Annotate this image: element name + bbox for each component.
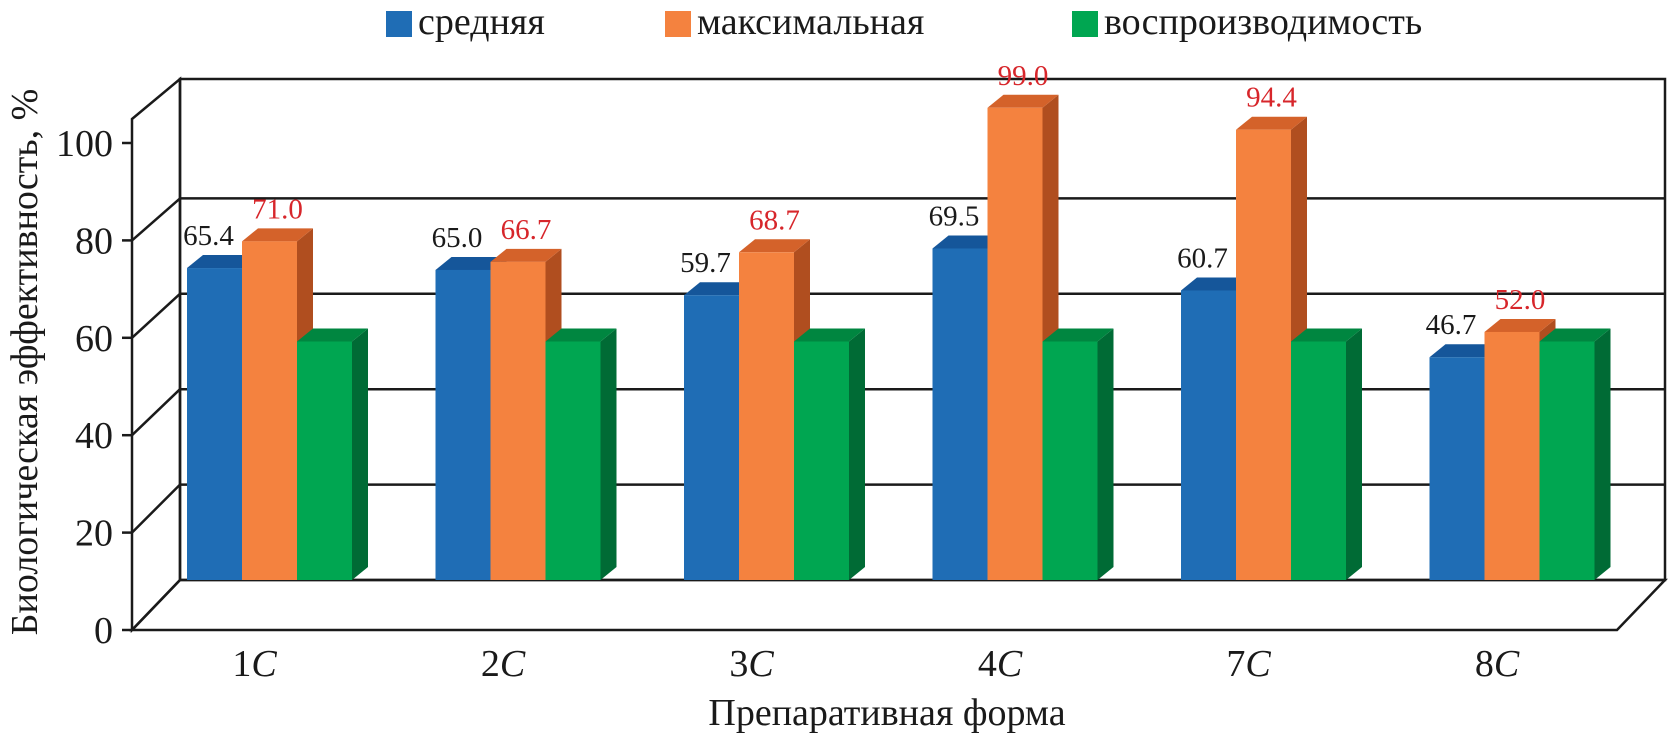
x-tick-label: 7C — [1226, 643, 1271, 685]
x-tick-label: 2C — [481, 643, 526, 685]
bar-top — [187, 255, 258, 269]
y-tick-label: 40 — [75, 415, 113, 457]
x-axis-title: Препаративная форма — [708, 692, 1065, 734]
bar-top — [1236, 116, 1307, 130]
data-label-3C-series-1: 68.7 — [749, 204, 800, 236]
bar-front — [1291, 341, 1346, 580]
bar-8C-series-2 — [1539, 328, 1611, 580]
legend-label-series-1: максимальная — [697, 1, 924, 43]
bar-2C-series-2 — [545, 328, 617, 580]
bar-front — [545, 341, 601, 580]
bar-front — [1539, 341, 1595, 580]
bar-top — [1042, 328, 1114, 342]
bar-top — [242, 228, 313, 242]
y-tick-label: 80 — [75, 220, 113, 262]
bar-side — [1097, 328, 1114, 580]
bar-top — [1484, 318, 1556, 332]
bar-top — [490, 248, 562, 262]
bar-side — [600, 328, 617, 580]
y-axis-ticks: 0 20 40 60 80 100 — [56, 123, 132, 652]
gridline-side — [131, 388, 181, 437]
bar-top — [987, 94, 1059, 108]
bars — [187, 94, 1611, 581]
data-label-1C-series-1: 71.0 — [252, 193, 303, 225]
bar-side — [352, 328, 368, 580]
data-label-8C-series-0: 46.7 — [1426, 309, 1477, 341]
bar-top — [1429, 344, 1501, 358]
bar-4C-series-2 — [1042, 328, 1114, 580]
bar-front — [187, 268, 242, 580]
bar-1C-series-2 — [297, 328, 368, 580]
bar-front — [739, 252, 794, 580]
bar-front — [684, 295, 739, 580]
bar-front — [1429, 357, 1485, 580]
legend-item-series-1: максимальная — [665, 1, 924, 43]
legend-item-series-2: воспроизводимость — [1072, 1, 1422, 43]
plot-frame — [129, 76, 1668, 634]
legend-swatch-series-0 — [386, 11, 412, 37]
bar-top — [545, 328, 617, 342]
bar-top — [1539, 328, 1611, 342]
data-label-3C-series-0: 59.7 — [680, 247, 731, 279]
bar-front — [1236, 129, 1291, 580]
bar-side — [849, 328, 865, 580]
gridline-side — [131, 483, 181, 534]
data-label-2C-series-0: 65.0 — [432, 222, 483, 254]
x-tick-label: 4C — [978, 643, 1023, 685]
y-tick-label: 60 — [75, 318, 113, 360]
left-wall — [130, 76, 182, 634]
bar-front — [1484, 331, 1540, 580]
bar-front — [242, 241, 297, 580]
bar-side — [1594, 328, 1611, 580]
bar-7C-series-2 — [1291, 328, 1362, 580]
gridline-side — [131, 197, 181, 242]
bar-front — [490, 261, 546, 580]
data-label-8C-series-1: 52.0 — [1495, 284, 1546, 316]
gridlines — [131, 197, 1665, 534]
bar-top — [739, 239, 810, 253]
bar-front — [435, 269, 491, 580]
bar-top — [1181, 277, 1252, 291]
bar-front — [1042, 341, 1098, 580]
data-labels: 65.4 71.0 65.0 66.7 59.7 68.7 69.5 99.0 60.7 94.4… — [183, 60, 1545, 341]
data-label-1C-series-0: 65.4 — [183, 220, 234, 252]
floor — [129, 578, 1668, 632]
bar-front — [794, 341, 849, 580]
legend-label-series-2: воспроизводимость — [1104, 1, 1422, 43]
x-tick-label: 1C — [232, 643, 277, 685]
x-axis-ticks: 1C 2C 3C 4C 7C 8C — [232, 643, 1520, 685]
data-label-2C-series-1: 66.7 — [501, 214, 552, 246]
legend: средняя максимальная воспроизводимость — [386, 1, 1422, 43]
bar-side — [1346, 328, 1362, 580]
bar-top — [932, 235, 1004, 249]
bar-front — [297, 341, 352, 580]
y-axis-title: Биологическая эффективность, % — [4, 89, 46, 636]
bar-3C-series-2 — [794, 328, 865, 580]
data-label-7C-series-0: 60.7 — [1177, 242, 1228, 274]
bar-top — [794, 328, 865, 342]
bar-top — [684, 282, 755, 296]
bar-top — [1291, 328, 1362, 342]
bar-front — [1181, 290, 1236, 580]
bar-4C-series-1 — [987, 94, 1059, 581]
y-tick-label: 20 — [75, 513, 113, 555]
legend-swatch-series-1 — [665, 11, 691, 37]
data-label-4C-series-0: 69.5 — [929, 200, 980, 232]
y-tick-label: 0 — [94, 610, 113, 652]
legend-label-series-0: средняя — [418, 1, 545, 43]
legend-swatch-series-2 — [1072, 11, 1098, 37]
data-label-4C-series-1: 99.0 — [998, 60, 1049, 92]
bar-front — [987, 107, 1043, 581]
x-tick-label: 8C — [1475, 643, 1520, 685]
bar-top — [297, 328, 368, 342]
legend-item-series-0: средняя — [386, 1, 545, 43]
gridline-side — [131, 292, 181, 339]
data-label-7C-series-1: 94.4 — [1246, 82, 1297, 114]
x-tick-label: 3C — [729, 643, 774, 685]
bar-front — [932, 248, 988, 581]
bar-top — [435, 256, 507, 270]
y-tick-label: 100 — [56, 123, 113, 165]
